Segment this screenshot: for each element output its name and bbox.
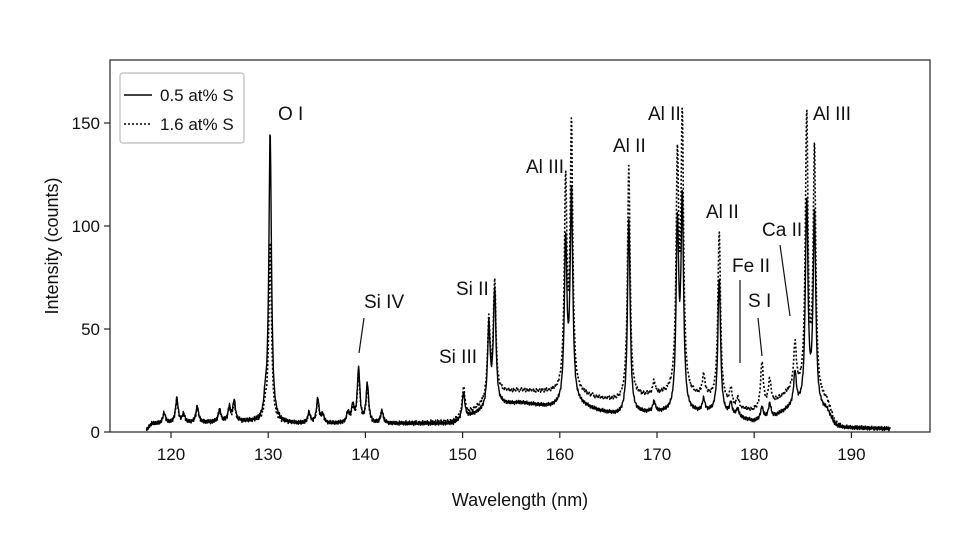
x-tick-label: 180 — [740, 445, 768, 464]
legend: 0.5 at% S 1.6 at% S — [119, 72, 245, 144]
leader-s-i — [757, 317, 763, 357]
annotation-si-iv: Si IV — [364, 292, 404, 313]
plot-frame — [109, 59, 931, 433]
annotation-al-iii-160: Al III — [526, 157, 564, 178]
annotation-si-ii: Si II — [456, 279, 489, 300]
annotation-ca-ii: Ca II — [762, 220, 802, 241]
x-tick-label: 160 — [546, 445, 574, 464]
leader-si-iv — [358, 317, 365, 354]
series-line-dotted — [145, 107, 891, 432]
annotation-al-ii-176: Al II — [706, 202, 739, 223]
x-tick-label: 130 — [254, 445, 282, 464]
y-axis-label: Intensity (counts) — [42, 177, 62, 314]
x-tick-label: 150 — [448, 445, 476, 464]
annotation-al-ii-172: Al II — [648, 104, 681, 125]
y-tick-label: 150 — [72, 114, 100, 133]
x-tick-label: 140 — [351, 445, 379, 464]
leader-ca-ii — [779, 244, 791, 317]
annotation-al-iii-185: Al III — [813, 104, 851, 125]
x-tick-label: 120 — [157, 445, 185, 464]
annotation-si-iii: Si III — [439, 347, 477, 368]
annotation-al-ii-167: Al II — [613, 136, 646, 157]
y-tick-label: 0 — [91, 423, 100, 442]
x-axis-label: Wavelength (nm) — [452, 490, 588, 510]
y-tick-label: 50 — [81, 320, 100, 339]
x-tick-label: 190 — [837, 445, 865, 464]
x-tick-label: 170 — [643, 445, 671, 464]
annotation-fe-ii: Fe II — [732, 256, 770, 277]
annotation-o-i: O I — [278, 104, 303, 125]
y-tick-label: 100 — [72, 217, 100, 236]
annotation-s-i: S I — [748, 291, 771, 312]
series-line-solid — [146, 134, 891, 432]
legend-label-0: 0.5 at% S — [160, 86, 234, 105]
legend-label-1: 1.6 at% S — [160, 115, 234, 134]
